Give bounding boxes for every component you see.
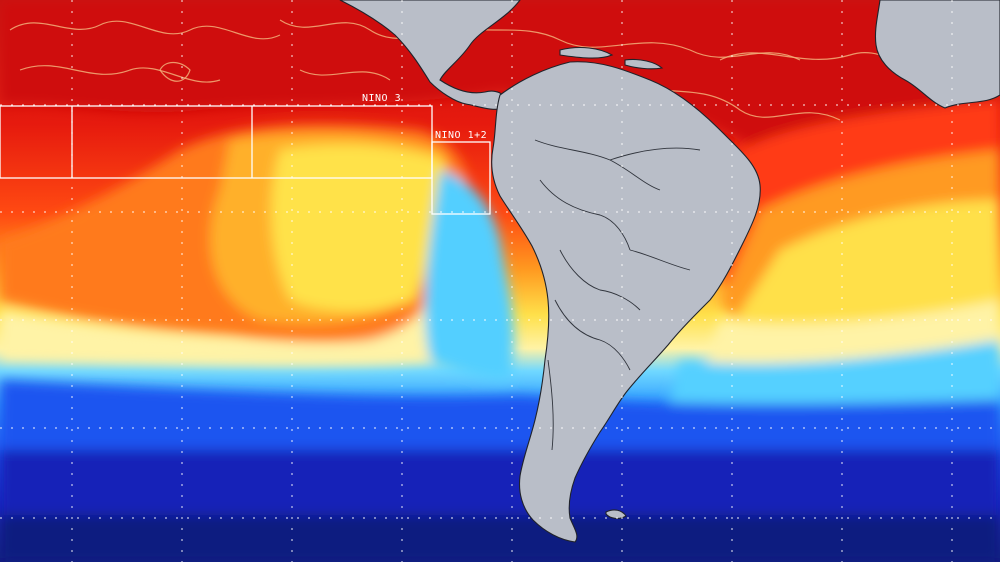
nino-1-2-region: NINO 1+2 — [431, 130, 491, 215]
caribbean-islands — [559, 46, 614, 59]
nino-1-2-label: NINO 1+2 — [435, 130, 487, 141]
land-masses — [339, 0, 1000, 543]
africa-land — [874, 0, 1000, 109]
south-america-land — [491, 61, 761, 543]
nino-3-label: NINO 3 — [362, 93, 401, 104]
falkland-islands — [605, 509, 627, 519]
country-borders — [534, 139, 701, 451]
